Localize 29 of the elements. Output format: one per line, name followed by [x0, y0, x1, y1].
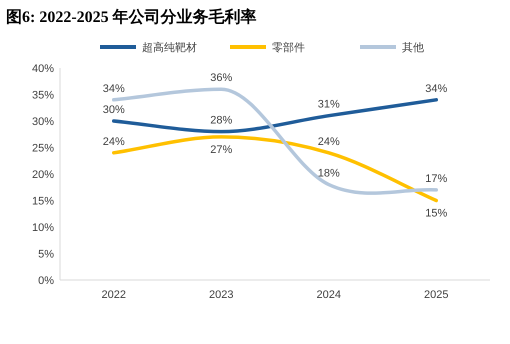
- data-label: 27%: [210, 144, 232, 156]
- data-label: 30%: [102, 104, 125, 116]
- data-label: 17%: [425, 172, 448, 185]
- x-tick-label: 2023: [209, 289, 234, 301]
- data-label: 18%: [318, 168, 340, 180]
- y-tick-label: 10%: [32, 222, 54, 234]
- legend-label: 其他: [402, 41, 424, 54]
- x-tick-label: 2022: [102, 289, 126, 301]
- y-tick-label: 40%: [32, 63, 54, 75]
- y-tick-label: 20%: [32, 169, 54, 181]
- y-tick-label: 30%: [32, 116, 54, 128]
- data-label: 24%: [318, 136, 340, 148]
- data-label: 24%: [102, 136, 125, 148]
- legend-label: 超高纯靶材: [142, 41, 197, 54]
- y-tick-label: 35%: [32, 90, 54, 102]
- data-label: 15%: [425, 208, 448, 220]
- legend-label: 零部件: [272, 41, 305, 54]
- x-tick-label: 2025: [424, 289, 448, 301]
- data-label: 36%: [210, 72, 232, 84]
- y-tick-label: 25%: [32, 142, 54, 154]
- data-label: 34%: [102, 82, 125, 95]
- y-tick-label: 15%: [32, 196, 54, 208]
- y-tick-label: 5%: [38, 248, 54, 260]
- data-label: 31%: [318, 98, 340, 111]
- data-label: 34%: [425, 82, 448, 95]
- data-label: 28%: [210, 114, 232, 127]
- x-tick-label: 2024: [316, 289, 341, 301]
- y-tick-label: 0%: [38, 275, 54, 287]
- chart-title: 图6: 2022-2025 年公司分业务毛利率: [6, 7, 257, 26]
